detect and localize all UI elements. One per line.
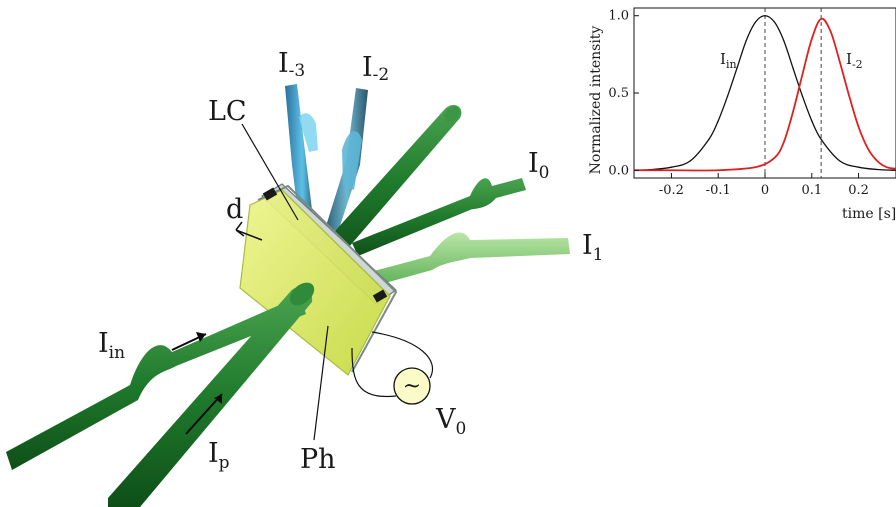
chart-point [886, 166, 888, 168]
chart-point [783, 141, 785, 144]
chart-point [801, 73, 804, 76]
beam-i-0 [352, 178, 526, 256]
lc-pointer [241, 123, 299, 221]
chart-point [764, 15, 766, 17]
chart-ytick-label: 1.0 [608, 9, 629, 24]
beam-i-minus3 [285, 84, 314, 230]
voltage-wire-2 [351, 347, 397, 398]
chart-point [839, 61, 841, 63]
chart-xtick-label: 0.1 [801, 183, 822, 198]
chart-point [829, 30, 832, 32]
chart-point [820, 18, 822, 20]
chart-point [876, 168, 878, 171]
chart-point [876, 160, 878, 162]
chart-point [811, 38, 813, 40]
label-i-minus2: I-2 [362, 52, 389, 85]
ph-pointer [313, 325, 329, 441]
chart-point [726, 95, 729, 97]
chart-point [708, 138, 710, 140]
lc-cell [239, 183, 398, 376]
chart-point [857, 166, 860, 168]
chart-point [717, 120, 719, 122]
ac-source-symbol: ~ [403, 374, 421, 399]
chart-series-label-i-in: Iin [720, 50, 737, 71]
label-i-1: I1 [582, 230, 604, 265]
intensity-chart: -0.2 -0.1 0 0.1 0.2 0.0 0.5 1.0 Normalized inte… [588, 7, 896, 222]
chart-ytick-label: 0.5 [608, 86, 629, 101]
lc-electrode-top [262, 187, 278, 201]
label-i-0: I0 [528, 148, 550, 183]
chart-xlabel: time [s] [842, 206, 896, 222]
chart-point [867, 148, 869, 150]
chart-point [755, 21, 757, 23]
lc-cell-face [239, 189, 391, 376]
beam-i-p [108, 287, 313, 507]
chart-point [755, 166, 757, 168]
chart-series-label-i-minus2: I-2 [846, 50, 863, 71]
chart-point [820, 138, 822, 140]
beam-i-minus3-pulse [299, 113, 318, 152]
chart-point [811, 120, 813, 122]
ac-source [393, 367, 431, 405]
chart-xtick-label: 0.2 [848, 183, 869, 198]
chart-point [670, 169, 673, 171]
label-ph: Ph [300, 444, 336, 475]
chart-point [839, 160, 841, 162]
chart-point [670, 166, 673, 168]
voltage-wire-1 [371, 331, 434, 379]
chart-ylabel: Normalized intensity [588, 26, 604, 175]
chart-point [773, 157, 775, 159]
beam-i-in-arrowhead [196, 332, 206, 342]
beam-i-p-end [289, 282, 315, 306]
chart-point [773, 21, 775, 23]
chart-series-line-1 [634, 17, 896, 172]
chart-point [783, 39, 785, 42]
label-i-in: Iin [98, 328, 125, 363]
optics-diagram: ~ LC d Ph I-3 I-2 I0 I1 Iin Ip V0 [6, 48, 604, 507]
chart-point [848, 95, 850, 97]
beam-i-1 [370, 232, 570, 286]
chart-point [792, 110, 794, 113]
beam-pump-end [444, 106, 460, 122]
label-i-p: Ip [208, 438, 230, 473]
chart-point [717, 169, 719, 171]
chart-ytick-label: 0.0 [608, 163, 629, 178]
thickness-d-arrow [235, 221, 263, 241]
chart-point [736, 67, 738, 69]
beam-i-minus2-pulse [342, 131, 362, 190]
chart-point [689, 160, 691, 162]
chart-grid [764, 8, 822, 178]
chart-ticks: -0.2 -0.1 0 0.1 0.2 0.0 0.5 1.0 [608, 9, 869, 198]
beam-i-p-arrow [185, 393, 223, 435]
beam-i-p-arrowhead [214, 394, 222, 404]
chart-xtick-label: 0 [761, 183, 769, 198]
label-lc: LC [208, 96, 247, 127]
beam-pump-transmitted [318, 104, 462, 263]
chart-xtick-label: -0.1 [706, 183, 731, 198]
beam-i-in [6, 296, 306, 470]
label-i-minus3: I-3 [278, 48, 305, 81]
label-v-0: V0 [435, 404, 466, 439]
chart-xtick-label: -0.2 [659, 183, 684, 198]
chart-point [745, 39, 747, 42]
lc-electrode-bottom [372, 289, 388, 303]
label-d: d [226, 194, 243, 225]
chart-point [801, 95, 804, 97]
chart-point [792, 67, 794, 69]
chart-point [857, 126, 860, 128]
